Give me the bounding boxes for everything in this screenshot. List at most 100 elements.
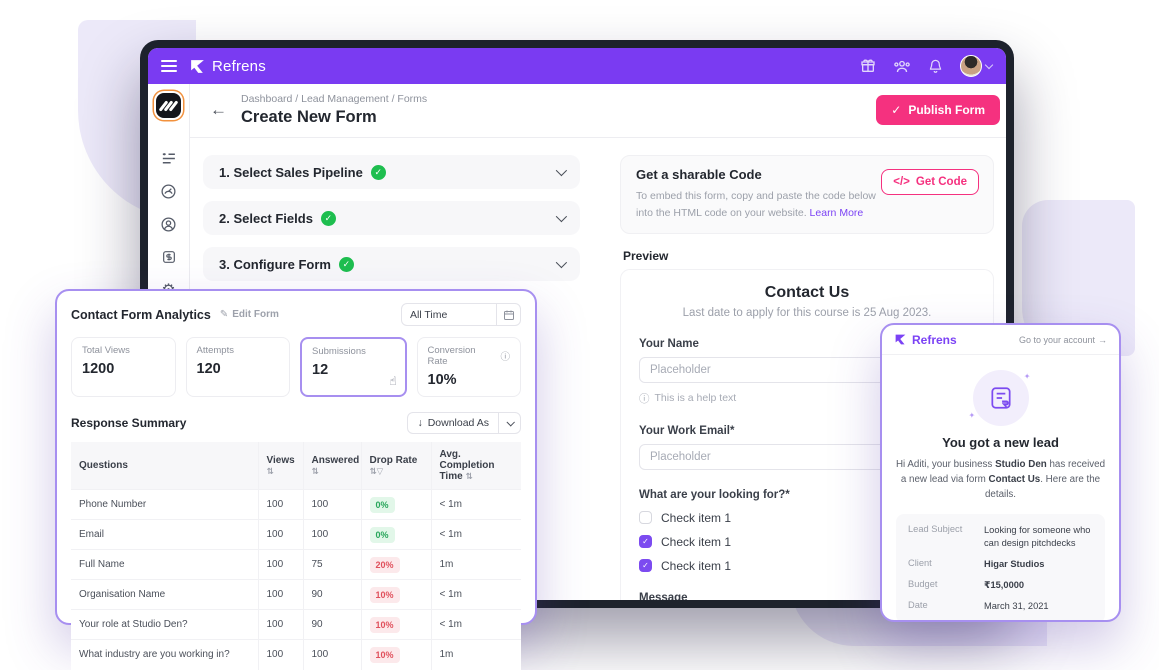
step-complete-icon: ✓: [338, 256, 354, 272]
table-row[interactable]: What industry are you working in? 100 100…: [71, 639, 521, 670]
chevron-down-icon: [984, 60, 994, 69]
page-title: Create New Form: [241, 108, 377, 126]
contacts-icon[interactable]: [160, 215, 177, 233]
download-as-button[interactable]: ↓ Download As: [407, 412, 521, 434]
col-drop-rate[interactable]: Drop Rate ⇅▽: [361, 442, 432, 490]
lead-document-icon: ✦ ✦: [969, 370, 1031, 426]
leads-icon[interactable]: [160, 149, 177, 167]
col-answered[interactable]: Answered ⇅: [303, 442, 362, 490]
check-icon: ✓: [891, 103, 902, 117]
page-header: ← Dashboard / Lead Management / Forms Cr…: [190, 84, 1006, 138]
checkbox-item[interactable]: ✓ Check item 1: [639, 535, 975, 549]
chevron-down-icon: [555, 210, 568, 223]
info-icon: ⓘ: [500, 352, 510, 363]
avatar: [960, 55, 982, 77]
arrow-right-icon: →: [1098, 334, 1107, 345]
go-to-account-link[interactable]: Go to your account →: [1018, 334, 1107, 345]
chevron-down-icon: [555, 164, 568, 177]
learn-more-link[interactable]: Learn More: [809, 206, 864, 219]
help-text: ⓘ This is a help text: [639, 392, 737, 405]
refrens-logo: [895, 334, 906, 345]
table-row[interactable]: Your role at Studio Den? 100 90 10% < 1m: [71, 609, 521, 640]
detail-row: Date March 31, 2021: [908, 599, 1049, 611]
checkbox-checked[interactable]: ✓: [639, 559, 652, 573]
sort-icon: ⇅: [465, 472, 473, 482]
drop-rate-badge: 10%: [369, 586, 400, 603]
bell-icon[interactable]: [928, 58, 943, 74]
sparkle-icon: ✦: [1023, 372, 1031, 381]
brand[interactable]: Refrens: [189, 58, 266, 75]
drop-rate-badge: 10%: [369, 646, 400, 663]
checkbox-question-label: What are your looking for?*: [639, 488, 790, 501]
mail-heading: You got a new lead: [942, 435, 1059, 450]
col-avg-completion-time[interactable]: Avg. Completion Time ⇅: [431, 442, 521, 490]
preview-form-subtitle: Last date to apply for this course is 25…: [682, 306, 932, 319]
detail-row: Lead Subject Looking for someone who can…: [908, 523, 1091, 548]
back-arrow-icon[interactable]: ←: [210, 100, 227, 119]
stat-submissions[interactable]: Submissions 12 ☝: [300, 337, 407, 397]
name-field-label: Your Name: [639, 337, 699, 350]
community-icon[interactable]: [893, 58, 911, 74]
hamburger-icon[interactable]: [161, 60, 177, 72]
stat-total-views[interactable]: Total Views 1200: [71, 337, 176, 397]
col-views[interactable]: Views ⇅: [258, 442, 304, 490]
step-complete-icon: ✓: [370, 164, 386, 180]
share-description: To embed this form, copy and paste the c…: [636, 190, 876, 219]
cursor-hand-icon: ☝: [389, 374, 397, 388]
edit-form-link[interactable]: ✎ Edit Form: [219, 309, 279, 320]
user-menu[interactable]: [960, 55, 994, 77]
download-caret[interactable]: [498, 413, 520, 433]
response-summary-title: Response Summary: [71, 416, 187, 430]
publish-form-button[interactable]: ✓ Publish Form: [876, 95, 1000, 125]
message-field-label: Message: [639, 591, 688, 600]
table-row[interactable]: Full Name 100 75 20% 1m: [71, 549, 521, 580]
gift-icon[interactable]: [860, 58, 876, 74]
breadcrumb[interactable]: Dashboard / Lead Management / Forms: [241, 93, 428, 105]
stat-conversion-rate[interactable]: Conversion Rate ⓘ 10%: [416, 337, 521, 397]
step-complete-icon: ✓: [320, 210, 336, 226]
chevron-down-icon: [555, 256, 568, 269]
analytics-title: Contact Form Analytics: [71, 307, 211, 322]
response-summary-table: Questions Views ⇅ Answered ⇅ Drop Rate ⇅…: [71, 442, 521, 670]
drop-rate-badge: 10%: [369, 616, 400, 633]
mail-paragraph: Hi Aditi, your business Studio Den has r…: [895, 459, 1106, 501]
table-row[interactable]: Email 100 100 0% < 1m: [71, 519, 521, 550]
preview-form-title: Contact Us: [764, 283, 850, 301]
checkbox-unchecked[interactable]: [639, 511, 652, 525]
invoices-icon[interactable]: [161, 248, 177, 266]
accordion-select-sales-pipeline[interactable]: 1. Select Sales Pipeline ✓: [203, 155, 580, 189]
accordion-configure-form[interactable]: 3. Configure Form ✓: [203, 247, 580, 281]
contact-form-analytics-card: Contact Form Analytics ✎ Edit Form All T…: [55, 289, 537, 670]
drop-rate-badge: 20%: [369, 556, 400, 573]
checkbox-item[interactable]: ✓ Check item 1: [639, 559, 975, 573]
brand-name: Refrens: [212, 57, 266, 75]
checkbox-checked[interactable]: ✓: [639, 535, 652, 549]
form-steps: 1. Select Sales Pipeline ✓ 2. Select Fie…: [203, 155, 580, 600]
lead-details: Lead Subject Looking for someone who can…: [896, 513, 1105, 620]
accordion-select-fields[interactable]: 2. Select Fields ✓: [203, 201, 580, 235]
workspace-avatar[interactable]: [156, 93, 181, 118]
pencil-icon: ✎: [219, 309, 229, 320]
preview-label: Preview: [623, 248, 669, 263]
email-field-label: Your Work Email*: [639, 424, 735, 437]
sharable-code-card: Get a sharable Code To embed this form, …: [620, 155, 994, 234]
time-filter-select[interactable]: All Time: [401, 303, 521, 326]
code-icon: </>: [893, 176, 910, 188]
sparkle-icon: ✦: [968, 411, 976, 420]
table-row[interactable]: Phone Number 100 100 0% < 1m: [71, 489, 521, 520]
col-questions[interactable]: Questions: [71, 442, 259, 490]
info-icon: ⓘ: [639, 392, 650, 405]
refrens-logo: [191, 59, 204, 73]
filter-icon: ▽: [376, 466, 384, 477]
dashboard-icon[interactable]: [160, 182, 177, 200]
sort-icon: ⇅: [311, 466, 319, 477]
get-code-button[interactable]: </> Get Code: [881, 169, 979, 195]
sort-icon: ⇅: [369, 466, 377, 477]
stat-attempts[interactable]: Attempts 120: [185, 337, 290, 397]
top-navbar: Refrens: [148, 48, 1006, 84]
download-icon: ↓: [417, 417, 423, 429]
table-row[interactable]: Organisation Name 100 90 10% < 1m: [71, 579, 521, 610]
drop-rate-badge: 0%: [369, 526, 395, 543]
detail-row: Client Higar Studios: [908, 557, 1045, 569]
checkbox-item[interactable]: Check item 1: [639, 511, 975, 525]
